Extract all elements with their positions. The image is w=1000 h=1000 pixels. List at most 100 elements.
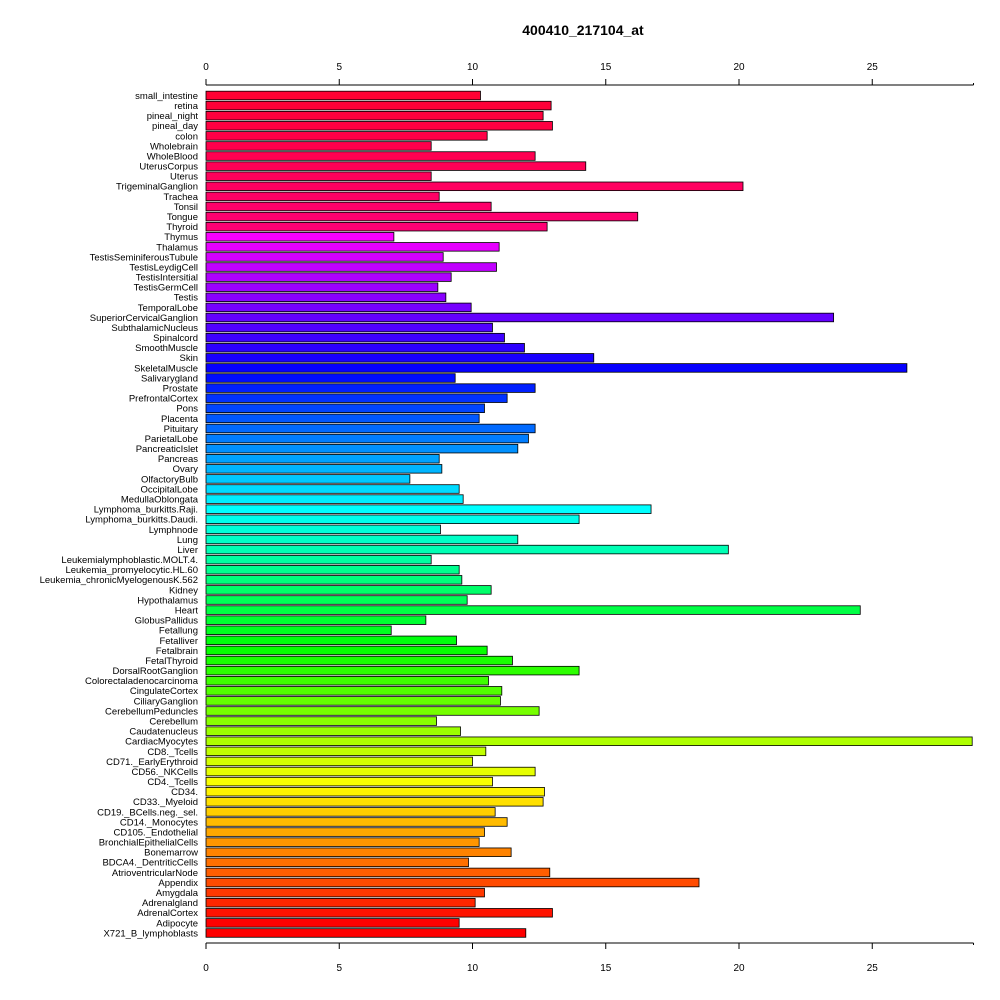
category-label: Lung xyxy=(177,535,198,546)
category-label: colon xyxy=(175,131,198,142)
category-label: BronchialEpithelialCells xyxy=(99,838,199,849)
bar-Colorectaladenocarcinoma xyxy=(205,676,489,686)
bar-small_intestine xyxy=(205,90,481,101)
bar-SmoothMuscle xyxy=(205,343,525,353)
bar-Pancreas xyxy=(205,454,440,464)
bar-Thalamus xyxy=(205,242,500,252)
category-labels-group: small_intestineretinapineal_nightpineal_… xyxy=(40,91,199,939)
bar-SubthalamicNucleus xyxy=(205,322,493,333)
category-label: Liver xyxy=(177,545,198,556)
bar-WholeBlood xyxy=(205,151,536,161)
category-label: Colorectaladenocarcinoma xyxy=(85,676,199,687)
category-label: Ovary xyxy=(173,464,199,475)
category-label: Thalamus xyxy=(156,242,198,253)
bar-Lymphnode xyxy=(205,524,441,535)
bar-FetalThyroid xyxy=(205,655,513,666)
category-label: TrigeminalGanglion xyxy=(116,182,198,193)
bar-Kidney xyxy=(205,585,492,595)
chart-title: 400410_217104_at xyxy=(522,22,644,38)
category-label: DorsalRootGanglion xyxy=(112,666,198,677)
bar-PancreaticIslet xyxy=(205,443,519,454)
bar-UterusCorpus xyxy=(205,161,587,171)
bottom-axis-tick-label: 15 xyxy=(600,963,612,974)
bar-TrigeminalGanglion xyxy=(205,181,744,192)
category-label: GlobusPallidus xyxy=(135,616,199,627)
bar-Prostate xyxy=(205,383,536,393)
bar-CerebellumPeduncles xyxy=(205,706,540,716)
category-label: Pituitary xyxy=(164,424,199,435)
bar-Pituitary xyxy=(205,423,536,434)
bar-CD56._NKCells xyxy=(205,766,536,777)
category-label: Adipocyte xyxy=(156,918,198,929)
bar-SuperiorCervicalGanglion xyxy=(205,312,835,323)
bar-CD34. xyxy=(205,787,545,797)
category-label: Leukemia_promyelocytic.HL.60 xyxy=(65,565,198,576)
category-label: CingulateCortex xyxy=(130,686,198,697)
bar-TemporalLobe xyxy=(205,302,472,313)
category-label: CerebellumPeduncles xyxy=(105,706,198,717)
bar-ParietalLobe xyxy=(205,433,529,444)
bar-Leukemia_promyelocytic.HL.60 xyxy=(205,565,460,575)
category-label: CD19._BCells.neg._sel. xyxy=(97,807,198,818)
category-label: Lymphnode xyxy=(149,525,198,536)
category-label: SubthalamicNucleus xyxy=(111,323,198,334)
category-label: AdrenalCortex xyxy=(137,908,198,919)
category-label: Fetallung xyxy=(159,626,198,637)
category-label: Placenta xyxy=(161,414,199,425)
category-label: Skin xyxy=(180,353,198,364)
category-label: SuperiorCervicalGanglion xyxy=(90,313,198,324)
bar-Spinalcord xyxy=(205,332,505,343)
category-label: Thymus xyxy=(164,232,198,243)
bar-CD8._Tcells xyxy=(205,746,487,757)
category-label: CD33._Myeloid xyxy=(133,797,198,808)
category-label: PancreaticIslet xyxy=(136,444,199,455)
bar-AdrenalCortex xyxy=(205,908,553,918)
bar-GlobusPallidus xyxy=(205,615,427,625)
bar-Leukemialymphoblastic.MOLT.4. xyxy=(205,554,432,565)
bar-Adrenalgland xyxy=(205,898,476,908)
top-axis-tick-label: 20 xyxy=(733,62,745,73)
category-label: SmoothMuscle xyxy=(135,343,198,354)
top-axis-tick-label: 5 xyxy=(336,62,342,73)
bar-Tongue xyxy=(205,211,639,222)
category-label: Cerebellum xyxy=(149,716,198,727)
category-label: Salivarygland xyxy=(141,373,198,384)
category-label: Bonemarrow xyxy=(144,848,198,859)
category-label: Adrenalgland xyxy=(142,898,198,909)
bar-OlfactoryBulb xyxy=(205,474,411,484)
category-label: pineal_night xyxy=(147,111,199,122)
category-label: CD105._Endothelial xyxy=(113,827,198,838)
bar-Appendix xyxy=(205,877,700,888)
category-label: Tongue xyxy=(167,212,198,223)
category-label: Prostate xyxy=(163,384,198,395)
category-label: Amygdala xyxy=(156,888,199,899)
bar-CD4._Tcells xyxy=(205,776,493,787)
bar-SkeletalMuscle xyxy=(205,363,908,373)
category-label: CardiacMyocytes xyxy=(125,737,198,748)
bar-Heart xyxy=(205,605,861,615)
category-label: Leukemialymphoblastic.MOLT.4. xyxy=(61,555,198,566)
bar-Lung xyxy=(205,534,519,545)
bar-PrefrontalCortex xyxy=(205,393,508,403)
bar-pineal_night xyxy=(205,110,544,121)
category-label: WholeBlood xyxy=(147,151,198,162)
bar-OccipitalLobe xyxy=(205,484,460,494)
bar-Trachea xyxy=(205,191,440,202)
bar-Uterus xyxy=(205,171,432,181)
category-label: Appendix xyxy=(158,878,198,889)
category-label: Pons xyxy=(176,404,198,415)
top-axis-tick-label: 25 xyxy=(867,62,879,73)
category-label: small_intestine xyxy=(135,91,198,102)
category-label: AtrioventricularNode xyxy=(112,868,198,879)
bar-retina xyxy=(205,100,552,111)
bar-Fetalliver xyxy=(205,635,457,646)
bar-CD19._BCells.neg._sel. xyxy=(205,807,496,817)
bar-Lymphoma_burkitts.Raji. xyxy=(205,504,652,514)
bottom-axis-tick-label: 0 xyxy=(203,963,209,974)
bottom-axis-tick-label: 25 xyxy=(867,963,879,974)
bar-Ovary xyxy=(205,464,443,474)
bar-Salivarygland xyxy=(205,373,456,383)
bar-Bonemarrow xyxy=(205,847,512,857)
bar-TestisGermCell xyxy=(205,282,439,292)
